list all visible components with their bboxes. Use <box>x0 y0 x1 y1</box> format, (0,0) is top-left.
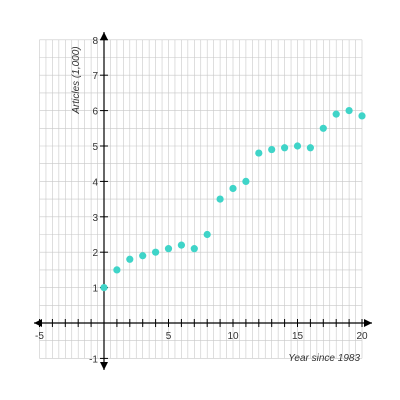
y-tick-label: 4 <box>92 177 98 188</box>
y-tick-label: -1 <box>89 354 98 365</box>
tick-labels: -5 5 10 15 20 1 2 3 4 5 6 7 8 -1 <box>35 36 368 366</box>
y-tick-label: 8 <box>92 36 98 47</box>
data-point <box>164 245 173 253</box>
data-point <box>216 195 224 203</box>
x-tick-label: 20 <box>356 331 368 342</box>
data-point <box>203 230 211 239</box>
data-point <box>126 255 134 263</box>
axis-ticks <box>39 39 363 359</box>
x-tick-label: 5 <box>166 331 172 342</box>
data-point <box>229 184 237 193</box>
y-axis-label: Articles (1,000) <box>71 46 82 114</box>
x-tick-label: 10 <box>227 331 239 342</box>
data-point <box>177 241 185 249</box>
y-tick-label: 2 <box>92 248 98 259</box>
y-tick-label: 1 <box>92 284 98 295</box>
data-points <box>100 107 366 292</box>
data-point <box>293 142 302 150</box>
x-axis-arrow-left <box>34 319 42 327</box>
data-point <box>306 144 314 152</box>
data-point <box>332 110 340 118</box>
y-axis-arrow-up <box>100 32 108 40</box>
data-point <box>268 145 276 154</box>
data-point <box>345 107 353 115</box>
data-point <box>281 144 289 152</box>
data-point <box>242 177 250 185</box>
y-tick-label: 3 <box>92 213 98 224</box>
data-point <box>100 284 108 292</box>
data-point <box>139 252 147 260</box>
data-point <box>190 245 198 253</box>
data-point <box>255 149 263 157</box>
x-tick-label: -5 <box>35 331 44 342</box>
y-tick-label: 7 <box>92 71 98 82</box>
y-tick-label: 6 <box>92 107 98 118</box>
data-point <box>358 112 366 120</box>
y-axis-arrow-down <box>100 362 108 370</box>
x-tick-label: 15 <box>292 331 304 342</box>
data-point <box>319 124 327 132</box>
grid-lines <box>39 39 363 359</box>
y-tick-label: 5 <box>92 142 98 153</box>
x-axis-arrow-right <box>364 319 372 327</box>
x-axis-label: Year since 1983 <box>288 353 360 364</box>
axes <box>34 32 372 370</box>
data-point <box>113 266 121 274</box>
data-point <box>152 248 160 256</box>
